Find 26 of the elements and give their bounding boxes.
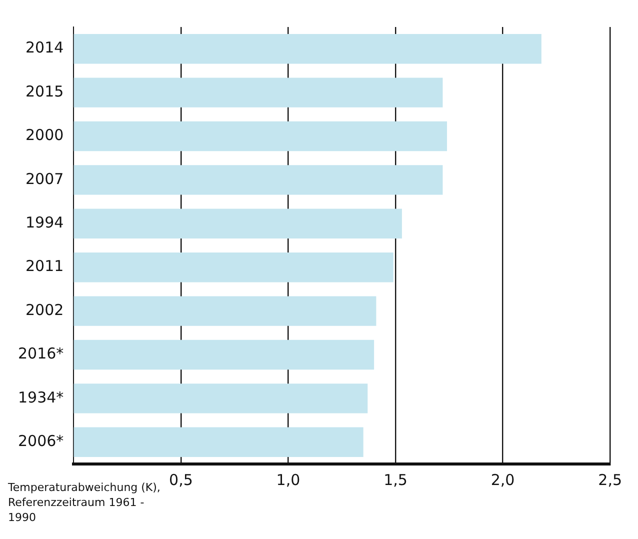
y-tick-label: 2007 — [25, 170, 64, 188]
bar — [74, 165, 443, 195]
bar — [74, 121, 448, 152]
y-tick-label: 1994 — [25, 214, 64, 232]
bar — [74, 34, 542, 64]
x-tick-label: 1,0 — [276, 470, 300, 489]
bar — [74, 384, 368, 414]
bar — [74, 427, 364, 458]
y-tick-label: 2002 — [25, 300, 64, 319]
bar — [74, 340, 374, 370]
x-tick-label: 2,0 — [490, 470, 515, 489]
y-tick-label: 2000 — [25, 126, 64, 144]
x-axis-title: Temperaturabweichung (K), Referenzzeitraum 1961 - 1990 — [8, 480, 162, 525]
y-tick-label: 2016* — [18, 344, 64, 363]
y-tick-label: 2006* — [18, 432, 64, 450]
bar — [74, 296, 376, 326]
bar — [74, 78, 443, 108]
y-tick-label: 2015 — [25, 82, 64, 100]
y-tick-label: 2011 — [25, 257, 64, 276]
bar — [74, 208, 402, 239]
x-tick-label: 2,5 — [598, 470, 622, 489]
y-tick-label: 1934* — [18, 388, 64, 406]
x-tick-label: 0,5 — [169, 470, 193, 489]
x-tick-label: 1,5 — [384, 470, 408, 489]
y-tick-label: 2014 — [25, 38, 64, 57]
bar — [74, 252, 394, 282]
